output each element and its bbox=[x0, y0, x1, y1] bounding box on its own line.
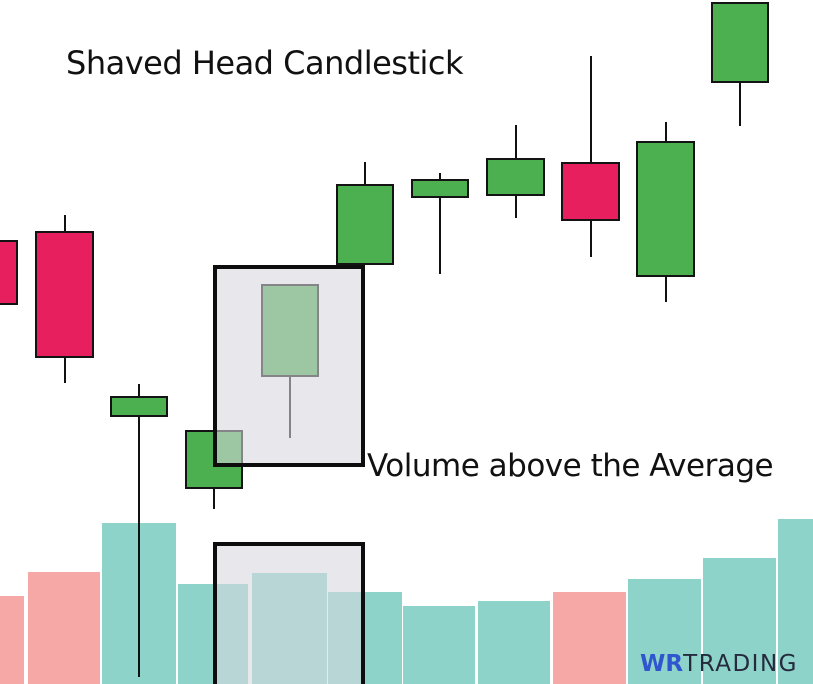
candle-lower-wick bbox=[589, 221, 592, 257]
candle-lower-wick bbox=[213, 489, 215, 509]
above-average-volume-highlight bbox=[213, 542, 365, 684]
logo-trading: TRADING bbox=[683, 651, 798, 677]
candle-body bbox=[411, 179, 469, 198]
wr-trading-logo: WRTRADING bbox=[640, 651, 798, 677]
candle-body bbox=[636, 141, 695, 277]
candle-body bbox=[561, 162, 620, 221]
logo-wr: WR bbox=[640, 651, 684, 677]
candle-body bbox=[110, 396, 168, 417]
candle-lower-wick bbox=[138, 417, 140, 677]
shaved-head-candle-highlight bbox=[213, 265, 365, 467]
candle-upper-wick bbox=[589, 56, 592, 162]
page-title: Shaved Head Candlestick bbox=[66, 44, 464, 82]
volume-bar bbox=[0, 596, 24, 684]
candle-body bbox=[336, 184, 394, 265]
candle-upper-wick bbox=[63, 215, 66, 231]
volume-bar bbox=[778, 519, 813, 684]
volume-bar bbox=[478, 601, 550, 684]
candle-body bbox=[35, 231, 94, 358]
candle-lower-wick bbox=[739, 83, 741, 126]
volume-bar bbox=[28, 572, 100, 684]
volume-bar bbox=[703, 558, 776, 684]
volume-bar bbox=[553, 592, 626, 684]
candle-upper-wick bbox=[514, 125, 517, 158]
volume-annotation: Volume above the Average bbox=[367, 448, 774, 484]
candle-upper-wick bbox=[364, 162, 366, 184]
candle-upper-wick bbox=[664, 122, 667, 141]
candle-upper-wick bbox=[138, 384, 140, 396]
candle-lower-wick bbox=[63, 358, 66, 383]
volume-bar bbox=[628, 579, 701, 684]
candle-lower-wick bbox=[439, 198, 441, 274]
volume-bar bbox=[403, 606, 475, 684]
candle-lower-wick bbox=[514, 196, 517, 218]
candle-body bbox=[486, 158, 545, 196]
candle-upper-wick bbox=[439, 173, 441, 179]
candle-body bbox=[0, 240, 18, 305]
candle-lower-wick bbox=[664, 277, 667, 302]
candle-body bbox=[711, 2, 769, 83]
